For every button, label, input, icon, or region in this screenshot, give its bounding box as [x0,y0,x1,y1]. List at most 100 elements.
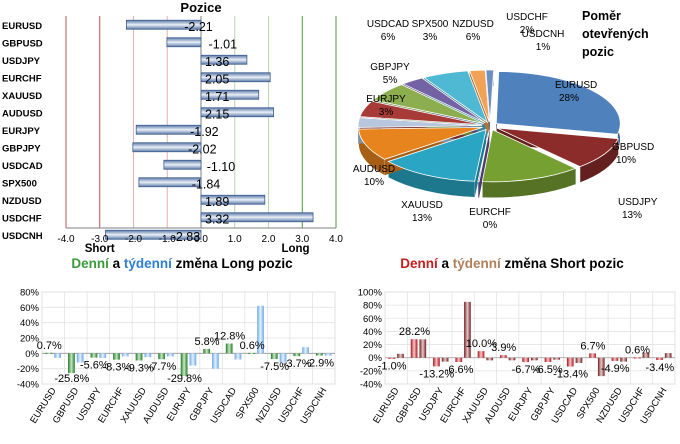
change-bar [522,357,529,363]
change-bar [531,357,538,361]
pie-slice [477,129,490,183]
pie-value-label: 1% [536,42,551,53]
change-bar [99,353,107,358]
value-label: -8.3% [103,362,132,374]
position-bar [166,37,202,48]
category-label: USDCHF [2,213,42,224]
change-bar [293,353,301,357]
change-bar [620,357,627,362]
pie-value-label: 13% [622,210,642,221]
category-label: GBPUSD [2,38,43,49]
position-bar [200,54,248,65]
long-change-chart: Denní a týdenní změna Long pozic -40% -20%… [0,250,340,439]
title-part: Denní [71,256,110,271]
pie-value-label: 10% [616,155,636,166]
category-label: SPX500 [2,178,37,189]
value-label: -13.4% [553,369,588,381]
category-label: EURUSD [2,21,42,32]
y-tick-label: 60% [363,314,383,325]
change-bar [203,348,211,354]
pie-slice [359,100,483,126]
category-label: XAUUSD [2,91,42,102]
pie-label: GBPJPY [370,62,410,73]
value-label: -6.7% [512,364,541,376]
x-tick-label: -1.0 [159,234,177,245]
y-tick-label: 100% [358,288,383,299]
positions-chart: Pozice EURUSD -2.21 GBPUSD -1.01 USDJPY 1.36 EU… [0,0,350,255]
y-tick-label: 0% [25,349,39,360]
position-bar [126,19,202,30]
change-bar [212,353,219,369]
pie-value-label: 3% [379,107,394,118]
value-label: -2.9% [305,358,334,370]
change-bar [656,357,663,360]
category-label: USDCAD [2,161,43,172]
title-part: týdenní [124,256,173,271]
pie-slice [485,69,495,123]
position-bar [200,72,271,83]
pie-label: NZDUSD [452,19,494,30]
y-tick-label: -20% [360,366,383,377]
y-tick-label: 20% [363,340,383,351]
chart-title-line: otevřených [582,27,649,41]
value-label: 1.36 [205,55,229,69]
change-bar [597,357,605,377]
chart-title: Denní a týdenní změna Short pozic [400,256,624,271]
pie-label: USDCHF [506,12,548,23]
title-part: změna Short pozic [501,256,625,271]
change-bar [279,353,287,363]
pie-label: USDJPY [618,197,658,208]
value-label: -6.6% [445,364,474,376]
ratio-pie-chart: Poměr otevřených pozic EURUSD 28% GBPUSD 10% US… [350,0,680,255]
position-bar [200,194,266,205]
change-bar [464,301,471,358]
pie-label: EURUSD [555,80,597,91]
value-label: -1.84 [192,177,221,191]
short-change-chart: Denní a týdenní změna Short pozic -40% -20… [340,250,680,439]
change-bar [225,343,233,354]
title-part: a [438,256,453,271]
pie-slice-wall [474,129,487,198]
short-annotation: Short [85,243,115,255]
change-bar [455,357,463,363]
change-bar [68,353,75,374]
category-label: USDJPY [2,56,41,67]
pie-slice [469,69,490,123]
category-label: USDCNH [2,231,43,242]
change-bar [324,353,332,356]
pie-value-label: 6% [381,32,396,43]
change-bar [302,347,309,354]
change-bar [234,353,242,360]
change-bar [90,353,98,358]
pie-slice [357,117,483,128]
x-tick-label: -2.0 [125,234,143,245]
value-label: 10.0% [466,338,497,350]
y-tick-label: 80% [20,288,40,299]
category-label: GBPJPY [2,143,41,154]
y-tick-label: -20% [17,364,40,375]
pie-slice [496,127,619,168]
pie-label: XAUUSD [401,200,443,211]
y-tick-label: 40% [363,327,383,338]
pie-slice-wall [479,129,490,198]
change-bar [189,353,197,366]
value-label: -1.92 [190,125,219,139]
pie-label: USDCAD [367,19,409,30]
y-tick-label: 60% [20,303,40,314]
change-bar [315,353,323,356]
change-bar [54,353,62,358]
change-bar [664,353,672,358]
chart-title: Pozice [180,0,221,15]
value-label: 28.2% [399,326,430,338]
change-bar [45,352,53,354]
y-tick-label: -40% [360,380,383,391]
y-tick-label: 40% [20,318,40,329]
change-bar [544,357,552,362]
pie-value-label: 6% [466,32,481,43]
pie-label: EURJPY [366,94,406,105]
chart-title-line: pozic [582,45,614,59]
change-bar [611,357,619,361]
title-part: změna Long pozic [172,256,293,271]
x-tick-label: 4.0 [329,234,343,245]
position-bar [200,89,260,100]
